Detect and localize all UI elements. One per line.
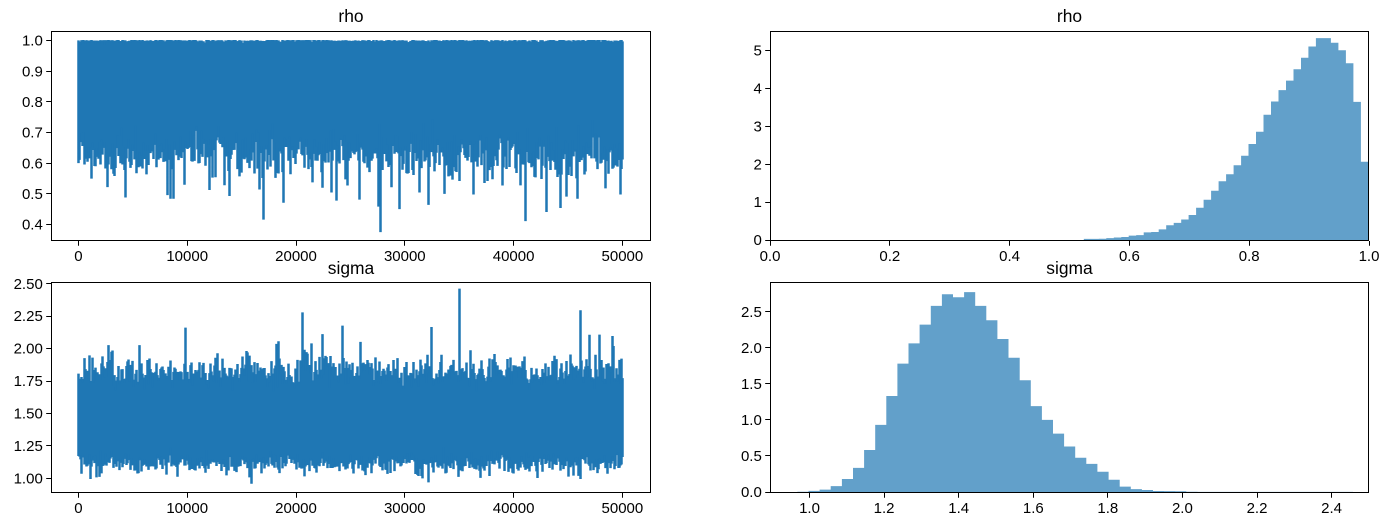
svg-text:0.5: 0.5 — [741, 448, 762, 465]
svg-text:0.4: 0.4 — [22, 217, 43, 234]
svg-text:10000: 10000 — [166, 500, 208, 517]
svg-text:2: 2 — [753, 156, 761, 173]
svg-text:2.2: 2.2 — [1247, 500, 1268, 517]
svg-text:2.0: 2.0 — [741, 340, 762, 357]
svg-text:1.6: 1.6 — [1023, 500, 1044, 517]
svg-text:1.0: 1.0 — [22, 33, 43, 50]
svg-text:2.4: 2.4 — [1321, 500, 1342, 517]
svg-text:50000: 50000 — [602, 248, 644, 265]
svg-text:40000: 40000 — [493, 500, 535, 517]
svg-text:0.6: 0.6 — [22, 155, 43, 172]
svg-text:2.50: 2.50 — [14, 276, 43, 293]
svg-text:1.0: 1.0 — [741, 412, 762, 429]
svg-text:1.75: 1.75 — [14, 373, 43, 390]
svg-text:0.8: 0.8 — [22, 94, 43, 111]
svg-text:1.25: 1.25 — [14, 438, 43, 455]
svg-text:0.9: 0.9 — [22, 63, 43, 80]
svg-text:50000: 50000 — [602, 500, 644, 517]
svg-text:0.5: 0.5 — [22, 186, 43, 203]
svg-text:0: 0 — [74, 500, 82, 517]
svg-text:0: 0 — [753, 232, 761, 249]
svg-text:3: 3 — [753, 118, 761, 135]
svg-text:2.25: 2.25 — [14, 308, 43, 325]
svg-text:0.8: 0.8 — [1239, 248, 1260, 265]
svg-text:1.50: 1.50 — [14, 406, 43, 423]
svg-text:2.5: 2.5 — [741, 304, 762, 321]
svg-text:20000: 20000 — [275, 500, 317, 517]
svg-text:1: 1 — [753, 194, 761, 211]
svg-text:0.6: 0.6 — [1119, 248, 1140, 265]
svg-text:1.2: 1.2 — [874, 500, 895, 517]
svg-text:sigma: sigma — [328, 258, 375, 278]
svg-text:2.00: 2.00 — [14, 341, 43, 358]
svg-text:4: 4 — [753, 80, 761, 97]
svg-text:20000: 20000 — [275, 248, 317, 265]
svg-text:1.8: 1.8 — [1097, 500, 1118, 517]
svg-text:0.4: 0.4 — [999, 248, 1020, 265]
svg-text:30000: 30000 — [384, 248, 426, 265]
svg-text:1.5: 1.5 — [741, 376, 762, 393]
svg-text:1.4: 1.4 — [948, 500, 969, 517]
svg-text:1.0: 1.0 — [1359, 248, 1380, 265]
svg-text:40000: 40000 — [493, 248, 535, 265]
svg-text:30000: 30000 — [384, 500, 426, 517]
svg-text:2.0: 2.0 — [1172, 500, 1193, 517]
svg-text:rho: rho — [1057, 6, 1082, 26]
svg-text:0: 0 — [74, 248, 82, 265]
svg-text:0.0: 0.0 — [760, 248, 781, 265]
svg-text:10000: 10000 — [166, 248, 208, 265]
svg-text:0.0: 0.0 — [741, 484, 762, 501]
svg-text:5: 5 — [753, 43, 761, 60]
svg-text:rho: rho — [338, 6, 363, 26]
svg-text:sigma: sigma — [1046, 258, 1093, 278]
svg-text:0.2: 0.2 — [879, 248, 900, 265]
svg-text:1.00: 1.00 — [14, 471, 43, 488]
svg-text:1.0: 1.0 — [799, 500, 820, 517]
svg-text:0.7: 0.7 — [22, 125, 43, 142]
